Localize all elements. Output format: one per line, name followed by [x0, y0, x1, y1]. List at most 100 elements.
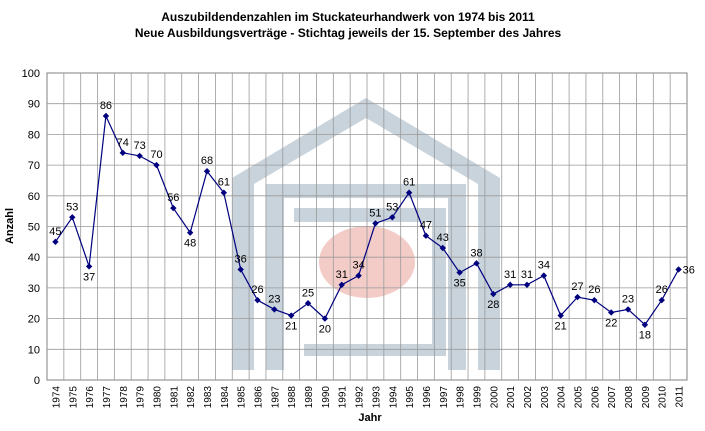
data-label: 18 — [639, 330, 651, 342]
x-tick-label: 1982 — [186, 386, 197, 409]
plot-area: 0 10 20 30 40 50 60 70 80 90 100 1974 1975 1976 1977 19… — [22, 68, 695, 408]
data-label: 35 — [454, 278, 466, 290]
x-tick-label: 2005 — [574, 386, 585, 409]
y-tick-label: 90 — [28, 99, 40, 111]
x-tick-label: 1987 — [270, 386, 281, 409]
data-label: 21 — [555, 321, 567, 333]
data-point — [69, 214, 76, 221]
data-point — [608, 309, 615, 316]
data-label: 61 — [218, 177, 230, 189]
data-point — [153, 161, 160, 169]
data-point — [52, 238, 59, 246]
data-label: 45 — [49, 226, 61, 238]
data-label: 86 — [100, 100, 112, 112]
data-label: 21 — [285, 321, 297, 333]
data-point — [641, 321, 649, 328]
data-label: 26 — [588, 284, 600, 296]
y-tick-label: 70 — [28, 160, 40, 172]
data-label: 56 — [167, 192, 179, 204]
x-tick-label: 2006 — [590, 386, 601, 409]
data-point — [119, 149, 126, 157]
data-label: 23 — [622, 293, 634, 305]
x-tick-label: 1980 — [152, 386, 163, 409]
data-point — [254, 296, 261, 304]
x-tick-label: 1974 — [51, 386, 62, 409]
data-point — [506, 281, 514, 289]
data-label: 68 — [201, 155, 213, 167]
x-tick-label: 2011 — [675, 386, 686, 408]
data-point — [338, 281, 345, 289]
x-tick-label: 1994 — [388, 386, 399, 409]
x-tick-label: 1977 — [102, 386, 113, 409]
x-tick-label: 1983 — [203, 386, 214, 409]
x-tick-label: 2009 — [641, 386, 652, 409]
data-point — [675, 266, 682, 273]
series-line — [54, 113, 680, 326]
x-tick-label: 1975 — [68, 386, 79, 409]
data-label: 73 — [134, 140, 146, 152]
data-point — [321, 315, 329, 322]
data-label: 25 — [302, 287, 314, 299]
data-point — [574, 293, 581, 301]
y-axis-title: Anzahl — [4, 208, 16, 244]
data-label: 28 — [487, 299, 499, 311]
x-tick-label: 1993 — [371, 386, 382, 409]
data-point — [540, 272, 548, 279]
x-tick-label: 1999 — [472, 386, 483, 409]
data-label: 31 — [504, 269, 516, 281]
data-point — [456, 269, 463, 276]
data-point — [237, 266, 244, 273]
x-axis-title: Jahr — [358, 412, 382, 424]
x-tick-label: 1997 — [439, 386, 450, 409]
data-label: 37 — [83, 271, 95, 283]
x-tick-label: 1986 — [254, 386, 265, 409]
data-label: 47 — [420, 220, 432, 232]
x-tick-label: 2002 — [523, 386, 534, 409]
data-point — [288, 312, 295, 319]
x-tick-label: 1979 — [136, 386, 147, 409]
data-label: 34 — [352, 260, 364, 272]
y-tick-label: 100 — [22, 68, 40, 80]
y-tick-label: 20 — [28, 314, 40, 326]
data-label: 20 — [319, 324, 331, 336]
data-label: 48 — [184, 238, 196, 250]
x-tick-label: 1985 — [237, 386, 248, 409]
data-point — [557, 312, 564, 319]
data-label: 34 — [538, 260, 550, 272]
data-point — [304, 300, 312, 307]
data-point — [490, 290, 497, 298]
data-point — [624, 306, 632, 313]
x-tick-label: 1984 — [220, 386, 231, 409]
data-point — [658, 296, 665, 304]
data-point — [271, 306, 278, 313]
data-point — [355, 272, 362, 279]
x-tick-label: 2000 — [489, 386, 500, 409]
data-point — [372, 220, 379, 227]
x-tick-label: 1998 — [456, 386, 467, 409]
data-label: 23 — [268, 293, 280, 305]
data-point — [220, 189, 228, 196]
data-label: 31 — [336, 269, 348, 281]
x-tick-label: 2010 — [658, 386, 669, 409]
chart-subtitle: Neue Ausbildungsverträge - Stichtag jewe… — [135, 26, 562, 40]
x-tick-label: 1991 — [338, 386, 349, 409]
data-point — [85, 263, 93, 270]
x-tick-label: 1989 — [304, 386, 315, 409]
y-tick-label: 60 — [28, 191, 40, 203]
data-point — [186, 229, 194, 236]
data-point — [591, 296, 598, 304]
data-point — [389, 214, 396, 221]
data-label: 31 — [521, 269, 533, 281]
data-label: 26 — [656, 284, 668, 296]
data-point — [170, 204, 177, 212]
data-point — [136, 152, 143, 160]
data-point — [422, 232, 430, 239]
y-tick-label: 0 — [34, 375, 40, 387]
data-label: 51 — [369, 207, 381, 219]
x-tick-label: 1995 — [405, 386, 416, 409]
x-tick-label: 1990 — [321, 386, 332, 409]
x-tick-label: 2008 — [624, 386, 635, 409]
data-label: 74 — [117, 137, 129, 149]
data-label: 36 — [683, 264, 695, 276]
